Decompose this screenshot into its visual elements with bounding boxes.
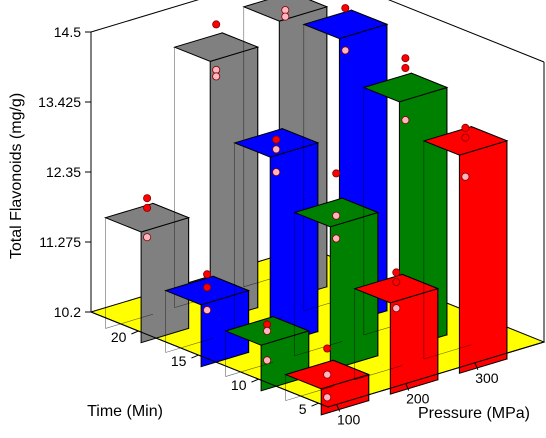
bar-5-100: [284, 344, 371, 416]
data-point: [401, 116, 410, 125]
data-point: [332, 234, 341, 243]
top-back-left-edge: [90, 0, 200, 33]
data-point: [323, 393, 332, 402]
time-tick: [191, 354, 199, 359]
pressure-tick-label: 300: [475, 370, 499, 386]
data-point: [203, 306, 212, 315]
data-point: [272, 135, 281, 144]
y-axis-title: Time (Min): [87, 403, 163, 420]
pressure-tick-label: 200: [406, 391, 430, 407]
data-point: [461, 172, 470, 181]
time-tick: [251, 378, 259, 383]
bar-hidden-edge: [225, 361, 274, 377]
bar-top-face: [302, 9, 389, 40]
data-point: [341, 4, 350, 13]
data-point: [323, 344, 332, 353]
data-point: [332, 169, 341, 178]
x-axis-title: Pressure (MPa): [418, 405, 530, 422]
data-point: [263, 320, 272, 329]
pressure-tick: [405, 383, 410, 391]
z-tick-label: 10.2: [54, 304, 81, 320]
pressure-tick-label: 100: [337, 411, 361, 427]
data-point: [461, 123, 470, 132]
time-tick-label: 15: [171, 353, 187, 369]
bar-hidden-edge: [423, 344, 472, 360]
z-tick-label: 13.425: [38, 94, 81, 110]
data-point: [401, 64, 410, 73]
data-point: [281, 12, 290, 21]
data-point: [392, 278, 401, 287]
bar-5-200: [353, 268, 440, 395]
bar-15-200: [233, 127, 320, 347]
bar-5-300: [422, 123, 509, 374]
data-point: [203, 283, 212, 292]
data-point: [212, 20, 221, 29]
data-point: [461, 133, 470, 142]
bar-top-face: [103, 202, 191, 233]
bar-hidden-edge: [294, 341, 343, 357]
bar-top-face: [362, 72, 449, 103]
bar-hidden-edge: [354, 365, 403, 381]
bar-top-face: [173, 32, 260, 62]
time-tick-label: 10: [231, 377, 247, 393]
data-point: [341, 46, 350, 55]
data-point: [332, 211, 341, 220]
bar-hidden-edge: [105, 313, 154, 329]
time-tick: [131, 330, 139, 335]
time-tick-label: 20: [111, 329, 127, 345]
bar-10-200: [293, 169, 380, 371]
data-point: [323, 370, 332, 379]
time-tick: [311, 402, 319, 407]
pressure-tick: [336, 404, 341, 412]
data-point: [272, 168, 281, 177]
data-point: [212, 72, 221, 81]
bar-hidden-edge: [285, 386, 334, 401]
z-axis-title: Total Flavonoids (mg/g): [8, 93, 25, 259]
bar-top-face: [353, 273, 440, 304]
data-point: [392, 304, 401, 313]
data-point: [203, 270, 212, 279]
data-point: [143, 233, 152, 242]
pressure-tick: [474, 362, 479, 370]
data-point: [263, 356, 272, 365]
front-right-axis-edge: [327, 341, 545, 408]
top-back-right-edge: [387, 0, 545, 63]
bar-20-200: [173, 20, 260, 323]
bar-20-100: [103, 194, 191, 344]
z-tick-label: 14.5: [54, 24, 81, 40]
data-point: [263, 326, 272, 335]
z-tick-label: 11.275: [39, 234, 81, 250]
data-point: [143, 203, 152, 212]
front-left-axis-edge: [90, 311, 329, 408]
data-point: [392, 268, 401, 277]
data-point: [272, 145, 281, 154]
time-tick-label: 5: [299, 401, 307, 417]
data-point: [401, 54, 410, 63]
z-tick-label: 12.35: [46, 164, 81, 180]
data-point: [143, 194, 152, 203]
bar-hidden-edge: [165, 337, 214, 353]
